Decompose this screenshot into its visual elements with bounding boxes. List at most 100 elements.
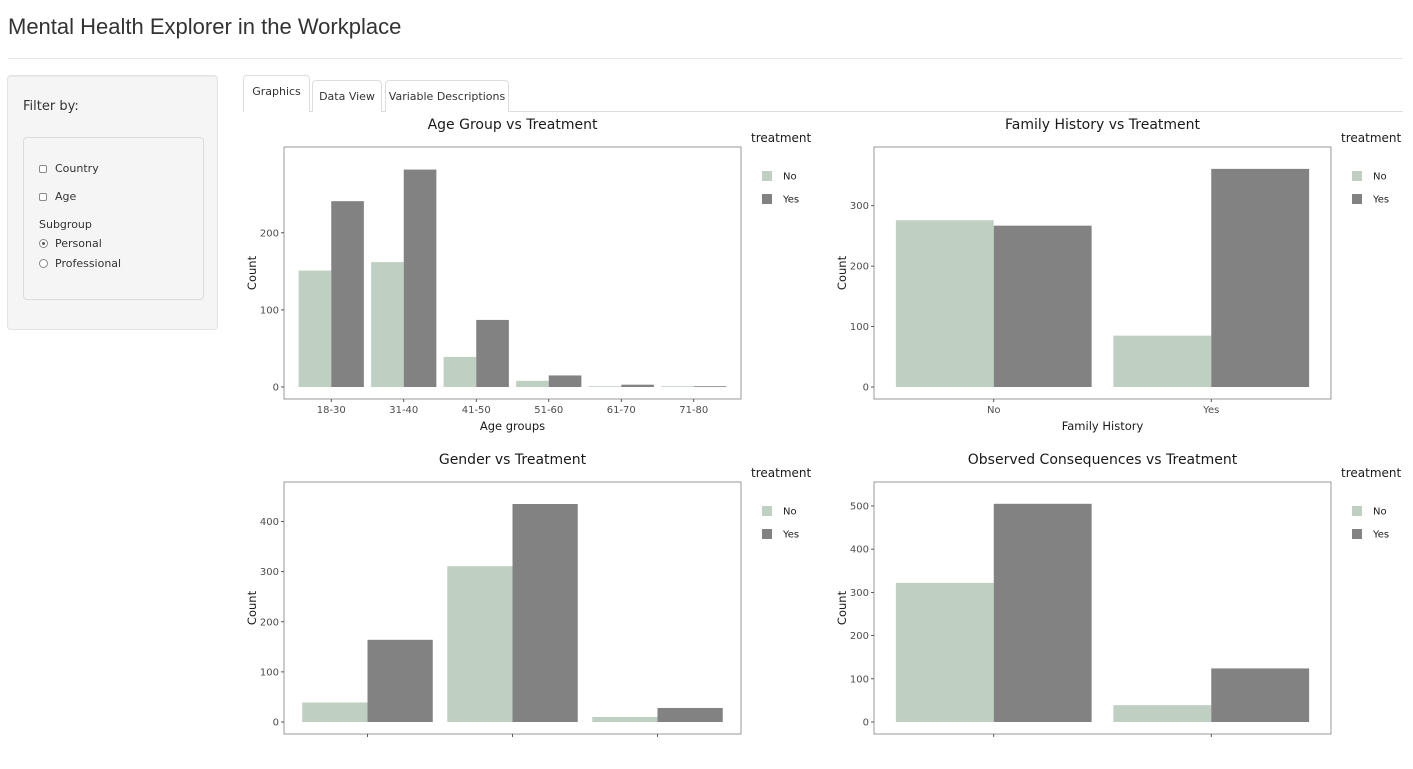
country-checkbox-box[interactable] (39, 164, 47, 173)
bar-yes (476, 319, 509, 387)
y-tick-label: 0 (273, 383, 279, 394)
observed-consequences-chart: Observed Consequences vs Treatment 0 100 20… (833, 449, 1413, 769)
tab-data-view[interactable]: Data View (312, 80, 382, 112)
legend-label: Yes (1372, 195, 1389, 206)
x-tick-label: Yes (1202, 405, 1219, 416)
legend-title: treatment (1341, 466, 1401, 480)
y-tick-label: 300 (260, 567, 279, 578)
chart-svg: Observed Consequences vs Treatment 0 100 20… (835, 452, 1401, 737)
tab-variable-descriptions[interactable]: Variable Descriptions (385, 80, 509, 112)
y-tick-label: 400 (260, 517, 279, 528)
legend-key-yes (762, 529, 772, 539)
y-tick-label: 300 (850, 588, 869, 599)
legend-label: Yes (1372, 530, 1389, 541)
bar-no (302, 702, 368, 722)
page-title: Mental Health Explorer in the Workplace (8, 14, 402, 39)
y-tick-label: 100 (850, 322, 869, 333)
filter-label: Filter by: (23, 99, 79, 114)
y-tick-label: 100 (260, 667, 279, 678)
y-tick-label: 100 (260, 305, 279, 316)
bar-no (516, 380, 549, 387)
bar-yes (621, 384, 654, 387)
tab-bar: Graphics Data View Variable Descriptions (243, 75, 1403, 112)
bar-yes (1211, 168, 1310, 387)
bar-no (895, 582, 994, 722)
y-tick-label: 200 (850, 631, 869, 642)
country-checkbox-label: Country (55, 162, 99, 175)
professional-radio-button[interactable] (39, 259, 48, 268)
y-tick-label: 0 (273, 718, 279, 729)
legend-key-no (762, 506, 772, 516)
x-axis-title: Family History (1062, 419, 1144, 433)
y-axis-title: Count (835, 255, 849, 290)
y-axis-title: Count (245, 590, 259, 625)
country-checkbox[interactable]: Country (39, 162, 99, 175)
subgroup-label: Subgroup (39, 218, 92, 231)
legend-title: treatment (751, 131, 811, 145)
y-tick-label: 100 (850, 674, 869, 685)
age-checkbox-box[interactable] (39, 192, 47, 201)
personal-radio-button[interactable] (39, 239, 48, 248)
y-tick-label: 300 (850, 201, 869, 212)
age-checkbox[interactable]: Age (39, 190, 76, 203)
professional-radio-label: Professional (55, 257, 122, 270)
y-tick-label: 0 (863, 383, 869, 394)
legend-key-no (762, 171, 772, 181)
bar-no (1113, 335, 1212, 387)
legend-key-no (1352, 171, 1362, 181)
legend-label: Yes (782, 195, 799, 206)
bar-yes (548, 375, 582, 387)
bar-yes (1211, 668, 1310, 722)
legend-label: No (783, 172, 797, 183)
bar-yes (693, 386, 727, 388)
legend-key-yes (1352, 194, 1362, 204)
title-divider (8, 58, 1403, 59)
tab-graphics[interactable]: Graphics (243, 75, 310, 112)
bar-yes (367, 639, 433, 722)
bar-yes (657, 707, 723, 722)
x-tick-label: 71-80 (679, 405, 708, 416)
x-tick-label: No (987, 405, 1001, 416)
personal-radio[interactable]: Personal (39, 237, 102, 250)
family-history-chart: Family History vs Treatment 0 100 200 300 No Y… (833, 114, 1413, 434)
tab-bar-rule (243, 111, 1403, 112)
legend-label: Yes (782, 530, 799, 541)
x-tick-label: 18-30 (317, 405, 346, 416)
y-tick-label: 200 (260, 228, 279, 239)
y-axis-title: Count (245, 255, 259, 290)
y-tick-label: 200 (850, 262, 869, 273)
age-group-chart: Age Group vs Treatment 0 100 200 18-30 31-40 4… (243, 114, 823, 434)
filter-panel: Country Age Subgroup Personal Profession… (23, 137, 204, 300)
x-axis-title: Age groups (480, 419, 545, 433)
y-tick-label: 200 (260, 617, 279, 628)
chart-svg: Family History vs Treatment 0 100 200 300 No Y… (835, 117, 1401, 433)
bar-yes (512, 504, 578, 722)
personal-radio-label: Personal (55, 237, 102, 250)
filter-sidebar: Filter by: Country Age Subgroup Personal… (7, 75, 218, 330)
legend-key-yes (762, 194, 772, 204)
x-tick-label: 31-40 (389, 405, 418, 416)
chart-title: Observed Consequences vs Treatment (968, 452, 1238, 468)
professional-radio[interactable]: Professional (39, 257, 121, 270)
bar-no (371, 262, 404, 387)
chart-title: Gender vs Treatment (439, 452, 587, 468)
chart-svg: Gender vs Treatment 0 100 200 300 400 Count tre… (245, 452, 811, 737)
bar-no (592, 716, 658, 722)
y-axis-title: Count (835, 590, 849, 625)
x-tick-label: 51-60 (534, 405, 563, 416)
legend-label: No (783, 507, 797, 518)
bar-no (443, 356, 477, 387)
y-tick-label: 0 (863, 718, 869, 729)
x-tick-label: 41-50 (462, 405, 491, 416)
bar-yes (403, 169, 437, 387)
bar-no (588, 386, 622, 388)
legend-title: treatment (751, 466, 811, 480)
bar-yes (993, 503, 1092, 722)
legend-label: No (1373, 172, 1387, 183)
x-tick-label: 61-70 (607, 405, 636, 416)
bar-no (1113, 705, 1212, 722)
bar-no (661, 386, 694, 388)
age-checkbox-label: Age (55, 190, 77, 203)
legend-title: treatment (1341, 131, 1401, 145)
chart-svg: Age Group vs Treatment 0 100 200 18-30 31-40 4… (245, 117, 811, 433)
